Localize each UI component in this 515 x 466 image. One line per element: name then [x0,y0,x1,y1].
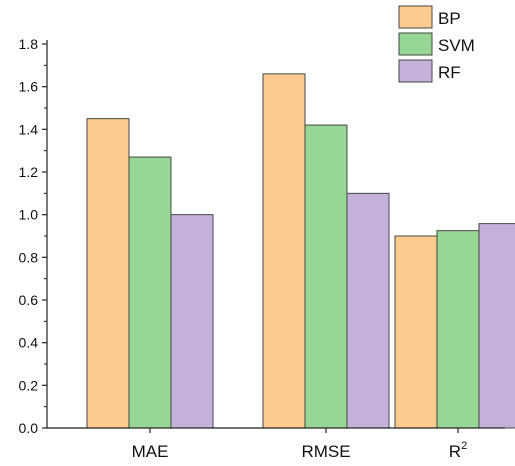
bar-rf-mae [170,214,214,429]
bars [86,73,515,429]
x-tick-label-superscript: 2 [461,440,467,452]
legend-label-svm: SVM [438,36,475,55]
bar-bp-rmse [262,73,306,429]
bar-rf-r [478,223,515,429]
bar-svm-rmse [304,124,348,429]
bar-bp-mae [86,118,130,429]
y-tick-label: 0.4 [19,335,39,351]
y-tick-label: 0.6 [19,292,39,308]
x-tick-label: MAE [132,442,169,461]
bar-svm-mae [128,156,172,429]
y-tick-label: 1.0 [19,207,39,223]
bar-bp-r [394,235,438,429]
y-tick-label: 0.0 [19,420,39,436]
x-axis: MAE RMSE R2 [47,427,505,461]
y-tick-label: 1.2 [19,164,39,180]
x-tick-label-text: MAE [132,442,169,461]
bar-svm-r [436,230,480,429]
legend-swatch-rf [398,59,433,83]
x-tick-label: R2 [449,440,467,461]
legend-swatch-svm [398,32,433,56]
x-tick-label: RMSE [301,442,350,461]
y-tick-label: 1.4 [19,121,39,137]
legend-label-rf: RF [438,63,461,82]
legend: BP SVM RF [398,5,475,83]
bar-rf-rmse [346,192,390,429]
y-tick-label: 1.8 [19,36,39,52]
legend-label-bp: BP [438,9,461,28]
y-axis: 0.0 0.2 0.4 0.6 0.8 1.0 1.2 1.4 1.6 1.8 [19,36,48,436]
y-tick-label: 1.6 [19,79,39,95]
y-tick-label: 0.2 [19,377,39,393]
legend-swatch-bp [398,5,433,29]
y-tick-label: 0.8 [19,249,39,265]
x-tick-label-text: RMSE [301,442,350,461]
x-tick-label-text: R [449,442,461,461]
